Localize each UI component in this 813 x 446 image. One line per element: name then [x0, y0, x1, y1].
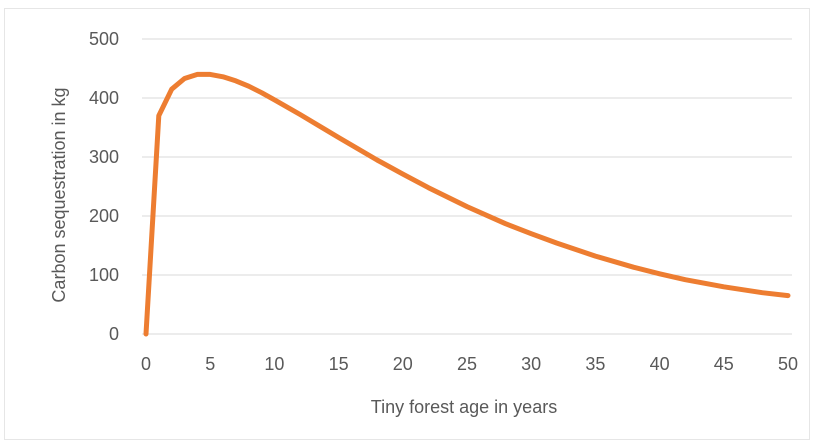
gridlines	[142, 38, 792, 335]
x-tick-label: 0	[141, 354, 151, 374]
x-tick-label: 45	[714, 354, 734, 374]
line-chart: 0 100 200 300 400 500 0 5 10 15 20 25 30 35 40 45 50 Ti…	[49, 29, 798, 417]
x-tick-label: 35	[585, 354, 605, 374]
y-tick-label: 400	[89, 88, 119, 108]
y-tick-label: 300	[89, 147, 119, 167]
x-tick-label: 40	[650, 354, 670, 374]
series-line-0	[143, 71, 791, 337]
y-tick-label: 0	[109, 324, 119, 344]
y-axis-label: Carbon sequestration in kg	[49, 87, 69, 302]
x-tick-label: 25	[457, 354, 477, 374]
x-axis-label: Tiny forest age in years	[371, 397, 557, 417]
y-tick-labels: 0 100 200 300 400 500	[89, 29, 119, 344]
x-tick-label: 15	[329, 354, 349, 374]
x-tick-label: 10	[264, 354, 284, 374]
y-tick-label: 100	[89, 265, 119, 285]
y-tick-label: 200	[89, 206, 119, 226]
x-tick-label: 5	[205, 354, 215, 374]
y-tick-label: 500	[89, 29, 119, 49]
series-group	[143, 71, 791, 337]
x-tick-label: 20	[393, 354, 413, 374]
chart-frame: 0 100 200 300 400 500 0 5 10 15 20 25 30 35 40 45 50 Ti…	[4, 8, 810, 440]
x-tick-label: 30	[521, 354, 541, 374]
x-tick-label: 50	[778, 354, 798, 374]
x-tick-labels: 0 5 10 15 20 25 30 35 40 45 50	[141, 354, 798, 374]
